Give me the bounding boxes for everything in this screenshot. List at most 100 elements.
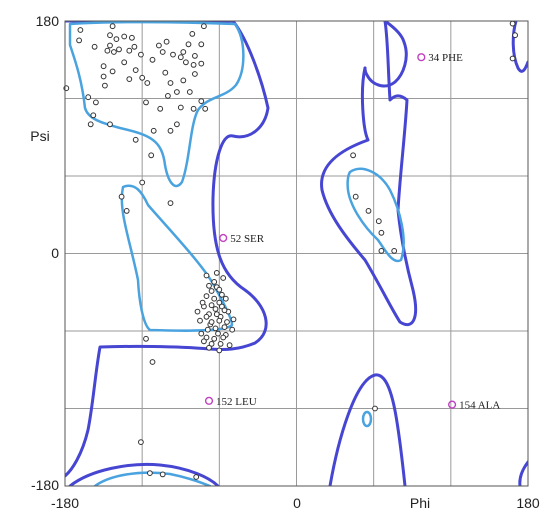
residue-point	[203, 313, 210, 320]
outlier-point	[417, 53, 426, 62]
residue-point	[192, 71, 198, 77]
residue-point	[167, 80, 174, 86]
residue-point	[190, 105, 197, 112]
plot-frame	[64, 20, 529, 487]
residue-point	[213, 270, 220, 276]
residue-point	[180, 49, 187, 55]
residue-point	[204, 326, 211, 333]
residue-point	[109, 68, 116, 75]
x-tick-label: -180	[51, 495, 79, 511]
residue-point	[352, 193, 359, 200]
residue-point	[192, 53, 198, 59]
residue-point	[121, 59, 128, 66]
residue-point	[216, 299, 223, 306]
residue-point	[215, 330, 221, 337]
residue-point	[216, 286, 223, 293]
outlier-label: 52 SER	[230, 233, 265, 245]
residue-point	[212, 306, 219, 312]
residue-point	[221, 324, 228, 331]
residue-point	[132, 67, 139, 73]
residue-point	[167, 200, 174, 207]
residue-point	[221, 307, 228, 314]
residue-point	[162, 69, 169, 76]
residue-point	[208, 341, 215, 347]
residue-point	[198, 60, 205, 67]
residue-point	[139, 74, 146, 81]
allowed-contour-right-edge-bottom	[518, 460, 528, 486]
outlier-point	[204, 396, 214, 405]
residue-point	[76, 37, 82, 44]
residue-point	[201, 23, 207, 30]
y-axis-label: Psi	[30, 128, 49, 144]
x-tick-label: 180	[516, 495, 540, 511]
allowed-contour-bottom	[328, 373, 407, 486]
residue-point	[100, 63, 107, 70]
residue-point	[190, 62, 197, 68]
residue-point	[163, 38, 170, 45]
residue-point	[208, 288, 215, 294]
residue-point	[375, 218, 382, 225]
residue-point	[372, 405, 378, 412]
residue-point	[150, 127, 157, 134]
residue-point	[90, 112, 97, 119]
residue-point	[177, 54, 184, 61]
residue-point	[226, 342, 233, 349]
residue-point	[159, 471, 166, 478]
residue-point	[220, 275, 227, 281]
y-axis-ticks: 180 0 -180	[31, 13, 59, 493]
residue-point	[180, 77, 187, 84]
residue-point	[87, 121, 94, 128]
residue-point	[91, 43, 98, 50]
residue-point	[189, 31, 196, 37]
residue-point	[121, 33, 128, 40]
residue-point	[185, 41, 192, 48]
residue-point	[203, 334, 210, 341]
residue-point	[167, 127, 174, 134]
x-tick-label: 0	[293, 495, 301, 511]
residue-point	[208, 319, 215, 325]
residue-point	[159, 49, 166, 55]
residue-point	[212, 325, 219, 332]
residue-point	[139, 179, 146, 186]
residue-point	[107, 121, 113, 128]
residue-point	[229, 326, 236, 333]
residue-point	[118, 193, 125, 200]
residue-point	[107, 32, 113, 39]
residue-point	[350, 152, 357, 159]
allowed-contour-left-alpha	[320, 21, 418, 327]
x-axis-ticks: -180 0 180	[51, 495, 540, 511]
residue-point	[224, 319, 230, 325]
residue-point	[198, 330, 205, 337]
residue-point	[100, 73, 107, 80]
residue-point	[104, 47, 111, 54]
outlier-point	[219, 233, 228, 243]
residue-point	[107, 42, 113, 49]
residue-point	[198, 98, 205, 104]
residue-point	[202, 105, 209, 112]
outlier-label: 152 LEU	[216, 396, 257, 408]
residue-point	[177, 104, 184, 111]
residue-point	[197, 317, 203, 324]
residue-point	[378, 248, 385, 254]
residue-point	[138, 51, 144, 58]
residue-point	[85, 94, 92, 101]
residue-point	[512, 32, 518, 39]
y-tick-label: 0	[51, 245, 59, 261]
residue-point	[138, 439, 144, 446]
x-axis-label: Phi	[410, 495, 430, 511]
residue-point	[113, 36, 120, 42]
y-tick-label: 180	[36, 13, 60, 29]
residue-point	[174, 89, 180, 95]
core-contour-small	[361, 410, 373, 428]
residue-point	[102, 82, 108, 89]
residue-point	[144, 80, 151, 86]
residue-point	[509, 55, 516, 62]
residue-point	[211, 295, 218, 302]
residue-point	[148, 152, 155, 159]
residue-point	[149, 56, 156, 63]
residue-point	[174, 121, 180, 128]
core-contour-beta	[68, 21, 245, 188]
residue-point	[143, 99, 149, 106]
allowed-contour-left-alpha-top	[363, 21, 408, 88]
residue-point	[203, 293, 210, 300]
